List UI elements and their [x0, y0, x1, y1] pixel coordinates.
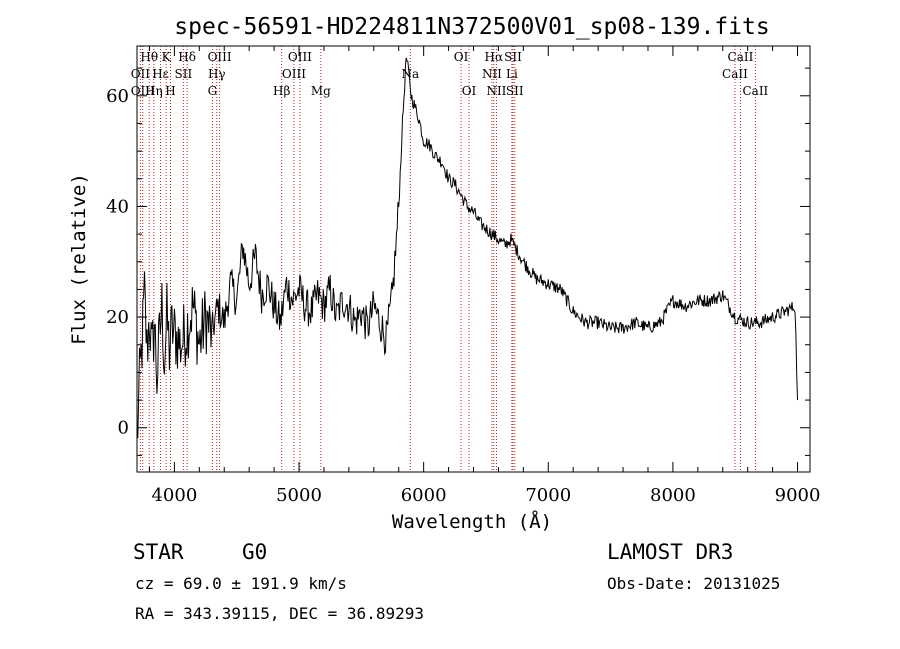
spectral-line-label: CaII [722, 67, 748, 81]
spectral-line-label: Hβ [273, 84, 290, 98]
spectral-line-markers [139, 46, 756, 472]
coordinates: RA = 343.39115, DEC = 36.89293 [135, 604, 424, 623]
redshift-cz: cz = 69.0 ± 191.9 km/s [135, 574, 347, 593]
spectral-line-label: Li [506, 67, 518, 81]
y-tick-label: 60 [106, 86, 129, 107]
spectral-line-label: OIII [282, 67, 306, 81]
x-tick-label: 5000 [276, 485, 322, 506]
spectrum-series-line [136, 57, 798, 439]
chart-title: spec-56591-HD224811N372500V01_sp08-139.f… [174, 14, 769, 40]
spectral-line-label: Hη [145, 84, 163, 98]
spectral-line-label: H [165, 84, 175, 98]
spectral-line-label: OI [462, 84, 477, 98]
axis-ticks: 4000 5000 6000 7000 8000 9000 0 20 40 60 [106, 46, 820, 506]
y-tick-label: 20 [106, 307, 129, 328]
spectral-line-label: OIII [288, 50, 312, 64]
spectral-line-label: NII [482, 67, 502, 81]
spectral-line-label: CaII [728, 50, 754, 64]
x-tick-label: 8000 [650, 485, 696, 506]
spectral-line-label: Hα [485, 50, 504, 64]
obs-date: Obs-Date: 20131025 [607, 574, 781, 593]
x-tick-label: 9000 [775, 485, 821, 506]
y-tick-label: 0 [118, 418, 129, 439]
x-tick-label: 4000 [151, 485, 197, 506]
spectral-line-label: SII [504, 50, 522, 64]
spectral-line-label: Mg [311, 84, 331, 98]
x-tick-label: 7000 [525, 485, 571, 506]
spectral-line-label: Hε [152, 67, 169, 81]
x-tick-label: 6000 [401, 485, 447, 506]
spectral-line-label: SII [175, 67, 193, 81]
spectral-line-label: OI [454, 50, 469, 64]
spectral-line-label: Hθ [140, 50, 158, 64]
y-axis-label: Flux (relative) [68, 173, 90, 345]
spectral-line-label: OII [131, 67, 151, 81]
spectral-line-label: Hδ [178, 50, 196, 64]
spectral-line-label: SII [506, 84, 524, 98]
survey-name: LAMOST DR3 [607, 540, 734, 564]
x-axis-label: Wavelength (Å) [392, 510, 552, 533]
spectral-line-label: OIII [131, 84, 155, 98]
plot-frame [136, 45, 811, 473]
spectral-line-label: NII [486, 84, 506, 98]
subclass: G0 [242, 540, 268, 564]
spectral-line-label: K [162, 50, 172, 64]
spectral-line-label: OIII [208, 50, 232, 64]
spectral-line-label: CaII [742, 84, 768, 98]
y-tick-label: 40 [106, 196, 129, 217]
spectral-line-label: G [208, 84, 218, 98]
spectral-line-label: Na [401, 67, 419, 81]
spectral-line-label: Hγ [208, 67, 226, 81]
object-type: STAR [133, 540, 184, 564]
